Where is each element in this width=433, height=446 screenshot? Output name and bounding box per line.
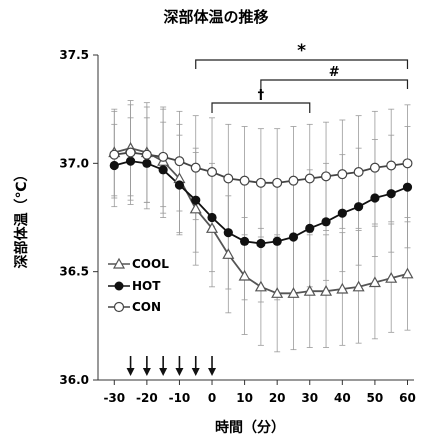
point-con [141,149,152,160]
legend-item-hot: HOT [108,279,161,293]
point-hot [321,217,331,227]
x-ticks: -30 -20 -10 0 10 20 30 40 50 60 [103,380,416,405]
point-con [239,175,250,186]
point-con [321,171,332,182]
point-con [255,177,266,188]
point-cool [287,287,300,298]
x-tick-label: 40 [334,391,351,405]
point-hot [158,165,168,175]
point-hot [239,236,250,246]
point-con [272,177,283,188]
x-tick-label: 10 [236,391,253,405]
x-tick-label: 0 [208,391,216,405]
x-tick-label: -30 [103,391,125,405]
point-con [353,167,364,178]
down-arrow-icon [159,368,168,376]
point-cool [206,222,219,233]
point-cool [222,248,235,259]
legend-hot-circle-icon [114,281,124,291]
point-con [190,162,201,173]
point-con [402,158,413,169]
point-hot [272,236,282,246]
point-cool [238,269,251,281]
down-arrow-icon [191,368,200,376]
series-markers [108,141,414,298]
x-tick-label: -20 [136,391,158,405]
point-con [304,173,315,184]
y-axis-label: 深部体温（℃） [13,168,30,269]
point-hot [191,195,201,205]
significance-brackets: * # † [195,41,409,113]
down-arrow-icon [126,368,135,376]
x-tick-label: 50 [367,391,384,405]
point-cool [336,282,349,294]
point-con [288,175,299,186]
significance-label: # [329,65,340,80]
point-hot [305,223,315,233]
legend-item-cool: COOL [108,257,169,271]
legend-con-circle-icon [113,301,125,313]
legend-item-con: CON [108,300,161,314]
point-hot [256,238,266,249]
x-axis-label: 時間（分） [215,419,285,436]
point-hot [109,160,119,171]
y-tick-label: 37.0 [59,156,89,170]
legend-con-label: CON [132,300,161,314]
point-con [207,167,218,178]
point-hot [337,208,347,218]
significance-label: † [258,88,265,103]
x-tick-label: 30 [301,391,318,405]
point-con [223,173,234,184]
intervention-arrows [126,356,217,376]
point-hot [370,193,380,203]
y-tick-label: 36.0 [59,373,89,387]
point-cool [271,287,284,298]
point-hot [402,182,413,192]
point-hot [142,158,152,168]
point-con [125,147,136,158]
x-tick-label: 20 [269,391,286,405]
legend: COOL HOT CON [108,257,169,314]
significance-bracket [211,102,311,113]
significance-bracket [195,59,409,69]
point-cool [352,280,365,292]
significance-label: * [297,41,306,61]
point-cool [254,280,267,292]
point-cool [368,276,381,288]
axes [97,55,414,381]
point-cool [320,284,333,296]
point-con [109,149,120,160]
point-con [174,156,185,167]
error-bars [111,100,411,353]
point-con [158,151,169,162]
y-tick-label: 37.5 [59,48,89,62]
y-tick-label: 36.5 [59,265,89,279]
point-hot [354,202,364,212]
point-hot [207,212,217,223]
point-con [337,169,348,180]
point-hot [386,189,396,199]
point-con [369,162,380,173]
x-tick-label: -10 [169,391,191,405]
legend-hot-label: HOT [132,279,161,293]
point-cool [303,284,316,296]
down-arrow-icon [208,368,217,376]
x-tick-label: 60 [399,391,416,405]
down-arrow-icon [175,368,184,376]
down-arrow-icon [142,368,151,376]
point-cool [385,271,398,283]
legend-cool-triangle-icon [112,257,126,269]
significance-bracket [260,79,409,89]
point-cool [401,267,414,279]
chart-title: 深部体温の推移 [163,8,268,26]
y-ticks: 36.0 36.5 37.0 37.5 [59,48,98,387]
point-cool [189,202,202,214]
point-hot [223,228,233,238]
point-hot [174,180,185,190]
point-con [386,160,397,171]
point-hot [288,232,299,242]
point-hot [125,156,136,166]
legend-cool-label: COOL [132,257,169,271]
